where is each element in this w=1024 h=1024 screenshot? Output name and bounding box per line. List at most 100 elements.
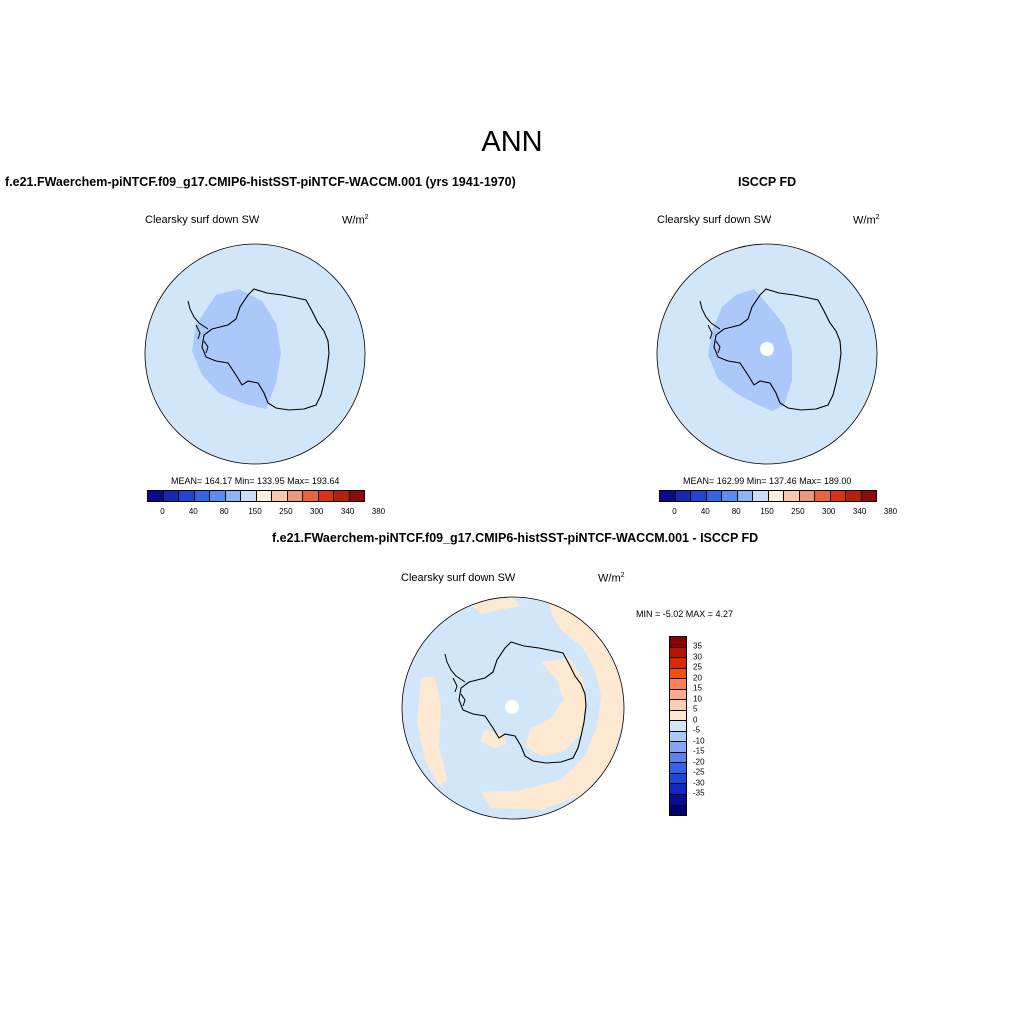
colorbar-tick-label: 380 (371, 507, 386, 516)
colorbar-tick-label: -25 (693, 767, 705, 777)
colorbar-tick-label: 80 (731, 507, 741, 516)
obs-units-label: W/m2 (853, 214, 880, 227)
colorbar-tick-label: 380 (883, 507, 898, 516)
colorbar-tick-label: 340 (340, 507, 355, 516)
colorbar-tick-label: 0 (160, 507, 165, 516)
obs-panel-title: ISCCP FD (738, 175, 797, 189)
diff-stats: MIN = -5.02 MAX = 4.27 (636, 609, 734, 619)
colorbar-tick-label: 300 (822, 507, 836, 516)
colorbar-swatch (670, 752, 686, 764)
diff-units-label: W/m2 (598, 572, 625, 585)
colorbar-tick-label: 250 (791, 507, 805, 516)
colorbar-swatch (670, 763, 686, 774)
colorbar-tick-label: -35 (693, 788, 705, 798)
diff-positive-region-west (417, 676, 447, 786)
colorbar-swatch (349, 491, 364, 501)
colorbar-tick-label: 340 (852, 507, 867, 516)
colorbar-swatch (256, 491, 272, 501)
colorbar-swatch (670, 679, 686, 690)
colorbar-tick-label: -10 (693, 736, 705, 746)
colorbar-tick-label: -15 (693, 746, 705, 756)
diff-panel-title: f.e21.FWaerchem-piNTCF.f09_g17.CMIP6-his… (272, 531, 759, 545)
colorbar-swatch (670, 742, 686, 753)
colorbar-swatch (670, 721, 686, 732)
colorbar-swatch (753, 491, 769, 501)
colorbar-swatch (691, 491, 707, 501)
colorbar-tick-label: 250 (279, 507, 293, 516)
diff-map-border (401, 596, 625, 820)
obs-missing-data-hole (760, 342, 774, 356)
colorbar-tick-label: 40 (188, 507, 198, 516)
model-panel-title: f.e21.FWaerchem-piNTCF.f09_g17.CMIP6-his… (5, 175, 516, 189)
colorbar-swatch (670, 784, 686, 795)
colorbar-swatch (670, 689, 686, 701)
colorbar-tick-label: 150 (248, 507, 262, 516)
colorbar-swatch (670, 805, 686, 816)
colorbar-swatch (241, 491, 257, 501)
obs-stats: MEAN= 162.99 Min= 137.46 Max= 189.00 (683, 476, 852, 486)
colorbar-swatch (815, 491, 831, 501)
colorbar-swatch (737, 491, 753, 501)
colorbar-swatch (303, 491, 319, 501)
colorbar-swatch (670, 647, 686, 659)
colorbar-swatch (670, 700, 686, 711)
colorbar-tick-label: 10 (693, 694, 702, 704)
diff-positive-region-east (481, 598, 624, 810)
colorbar-swatch (210, 491, 226, 501)
colorbar-tick-label: 80 (219, 507, 229, 516)
colorbar-swatch (148, 491, 164, 501)
diff-missing-data-hole (505, 700, 519, 714)
model-map-border (144, 243, 366, 465)
colorbar-swatch (861, 491, 876, 501)
diff-variable-label: Clearsky surf down SW (401, 572, 516, 584)
model-units-label: W/m2 (342, 214, 369, 227)
colorbar-swatch (318, 491, 334, 501)
diff-peninsula-coastline (444, 653, 466, 707)
colorbar-swatch (670, 637, 686, 648)
colorbar-tick-label: 20 (693, 673, 702, 683)
model-variable-label: Clearsky surf down SW (145, 214, 260, 226)
colorbar-swatch (272, 491, 288, 501)
colorbar-swatch (722, 491, 738, 501)
colorbar-tick-label: 0 (693, 715, 698, 725)
colorbar-swatch (670, 658, 686, 669)
colorbar-tick-label: 150 (760, 507, 774, 516)
diff-positive-region-north (471, 597, 521, 614)
colorbar-swatch (179, 491, 195, 501)
colorbar-tick-label: 5 (693, 704, 698, 714)
colorbar-tick-label: -5 (693, 725, 701, 735)
colorbar-swatch (334, 491, 350, 501)
diff-polar-map (401, 596, 625, 820)
obs-colorbar (659, 490, 877, 502)
colorbar-swatch (670, 794, 686, 806)
colorbar-swatch (287, 491, 303, 501)
colorbar-tick-label: 300 (310, 507, 324, 516)
colorbar-tick-label: 25 (693, 662, 702, 672)
colorbar-swatch (799, 491, 815, 501)
colorbar-tick-label: 30 (693, 652, 702, 662)
colorbar-tick-label: 15 (693, 683, 702, 693)
colorbar-swatch (194, 491, 210, 501)
model-peninsula-coastline (187, 300, 209, 354)
obs-variable-label: Clearsky surf down SW (657, 214, 772, 226)
colorbar-swatch (670, 773, 686, 785)
colorbar-swatch (768, 491, 784, 501)
obs-map-border (656, 243, 878, 465)
figure-title: ANN (481, 126, 543, 158)
diff-colorbar-labels: 35 30 25 20 15 10 5 0 -5 -10 -15 -20 -25 -30 -35 (693, 636, 723, 814)
colorbar-tick-label: 40 (700, 507, 710, 516)
colorbar-swatch (660, 491, 676, 501)
diff-colorbar (669, 636, 687, 816)
model-antarctica-coastline (201, 288, 330, 411)
model-stats: MEAN= 164.17 Min= 133.95 Max= 193.64 (171, 476, 340, 486)
colorbar-tick-label: 35 (693, 641, 702, 651)
model-low-value-region (192, 289, 281, 409)
obs-colorbar-labels: 0 40 80 150 250 300 340 380 (659, 507, 897, 519)
colorbar-swatch (706, 491, 722, 501)
diff-positive-region-coast (481, 730, 507, 748)
colorbar-swatch (225, 491, 241, 501)
colorbar-swatch (675, 491, 691, 501)
model-colorbar (147, 490, 365, 502)
obs-polar-map (656, 243, 878, 465)
diff-positive-region-east-land (525, 658, 587, 756)
